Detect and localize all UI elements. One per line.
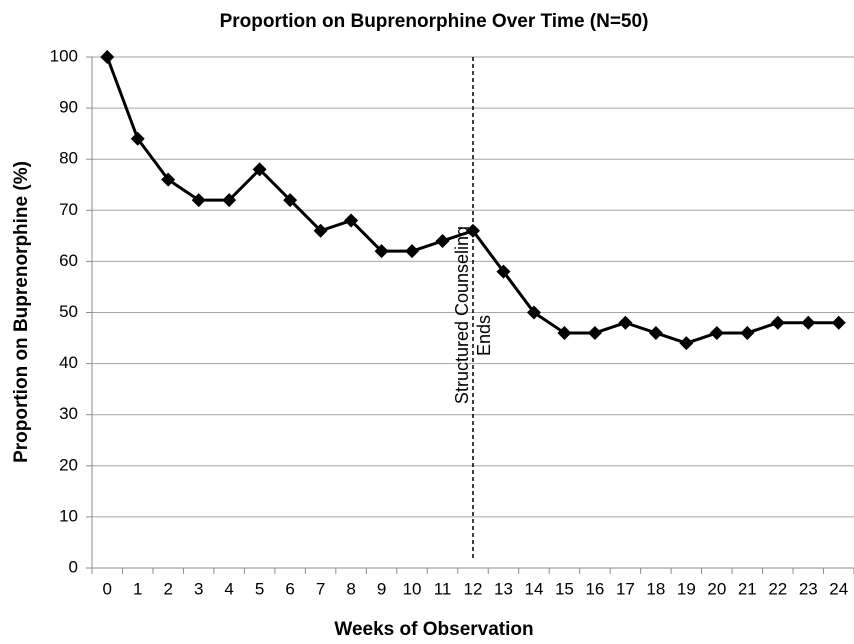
x-tick-label: 1 (133, 579, 142, 598)
x-tick-label: 6 (285, 579, 294, 598)
annotation-text: Ends (474, 315, 494, 356)
marker (466, 223, 480, 238)
marker (709, 325, 724, 340)
annotation-text: Structured Counseling (452, 226, 472, 404)
marker (222, 193, 237, 208)
x-axis-label: Weeks of Observation (334, 619, 533, 640)
y-tick-label: 30 (59, 404, 78, 423)
marker (587, 325, 602, 340)
marker (831, 315, 846, 330)
x-tick-label: 10 (403, 579, 422, 598)
x-tick-label: 20 (707, 579, 726, 598)
x-tick-label: 16 (585, 579, 604, 598)
marker (161, 172, 176, 187)
y-axis-label: Proportion on Buprenorphine (%) (11, 161, 32, 463)
y-tick-label: 40 (59, 353, 78, 372)
marker (435, 233, 450, 248)
marker (618, 315, 633, 330)
marker (648, 325, 663, 340)
x-tick-label: 0 (103, 579, 112, 598)
y-tick-label: 20 (59, 455, 78, 474)
y-tick-label: 60 (59, 251, 78, 270)
x-tick-label: 21 (738, 579, 757, 598)
x-tick-label: 13 (494, 579, 513, 598)
x-tick-label: 3 (194, 579, 203, 598)
x-tick-label: 11 (434, 579, 452, 598)
chart-title: Proportion on Buprenorphine Over Time (N… (220, 11, 649, 32)
marker (252, 162, 267, 177)
x-tick-label: 23 (799, 579, 818, 598)
x-tick-label: 9 (377, 579, 386, 598)
x-tick-label: 15 (555, 579, 574, 598)
y-tick-label: 100 (50, 46, 78, 65)
y-tick-label: 50 (59, 302, 78, 321)
marker (405, 244, 420, 259)
marker (374, 244, 389, 259)
x-tick-label: 18 (646, 579, 665, 598)
y-tick-label: 10 (59, 506, 78, 525)
marker (740, 325, 755, 340)
marker (191, 193, 206, 208)
x-tick-label: 7 (316, 579, 325, 598)
x-tick-label: 24 (829, 579, 848, 598)
x-tick-label: 8 (346, 579, 355, 598)
y-tick-label: 90 (59, 98, 78, 117)
y-tick-label: 70 (59, 200, 78, 219)
marker (344, 213, 359, 228)
x-tick-label: 5 (255, 579, 264, 598)
x-tick-label: 2 (163, 579, 172, 598)
marker (130, 131, 145, 146)
x-tick-label: 17 (616, 579, 635, 598)
marker (526, 305, 541, 320)
marker (679, 336, 694, 351)
marker (283, 193, 298, 208)
marker (770, 315, 785, 330)
marker (557, 325, 572, 340)
marker (313, 223, 328, 238)
x-tick-label: 19 (677, 579, 696, 598)
y-tick-label: 80 (59, 149, 78, 168)
x-tick-label: 4 (224, 579, 233, 598)
marker (496, 264, 511, 279)
marker (100, 50, 115, 64)
marker (801, 315, 816, 330)
x-tick-label: 14 (524, 579, 543, 598)
x-tick-label: 12 (464, 579, 483, 598)
y-tick-label: 0 (69, 557, 78, 576)
x-tick-label: 22 (768, 579, 787, 598)
